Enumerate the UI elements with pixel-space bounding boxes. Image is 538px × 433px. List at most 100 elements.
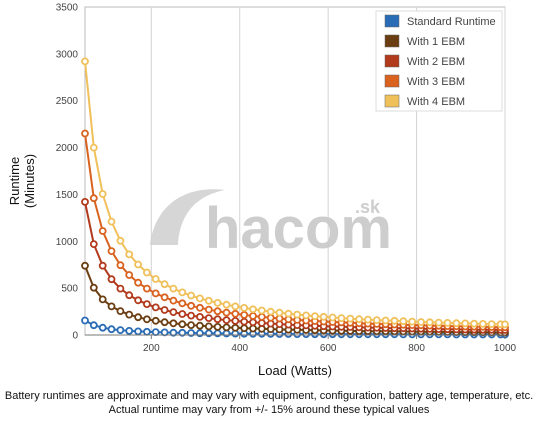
data-point (363, 315, 372, 324)
legend-label: With 2 EBM (407, 56, 465, 68)
y-tick-label: 1000 (56, 237, 79, 248)
series-5 (81, 57, 509, 329)
data-point (134, 313, 143, 322)
data-point (178, 328, 187, 337)
legend-swatch (384, 94, 400, 108)
data-point (266, 307, 275, 316)
y-tick-label: 1500 (56, 190, 79, 201)
data-point (443, 318, 452, 327)
data-point (125, 291, 134, 300)
data-point (116, 261, 125, 270)
data-point (116, 326, 125, 335)
x-tick-label: 1000 (494, 343, 517, 354)
series-lines (81, 57, 509, 339)
legend-swatch (384, 34, 400, 48)
data-point (452, 319, 461, 328)
axes (85, 334, 506, 339)
data-point (501, 320, 509, 329)
y-axis-title: Runtime (Minutes) (7, 154, 37, 208)
data-point (142, 315, 151, 324)
data-point (169, 284, 178, 293)
data-point (187, 321, 196, 330)
watermark-suffix: .sk (355, 197, 381, 217)
data-point (125, 271, 134, 279)
y-tick-label: 0 (72, 331, 78, 342)
data-point (302, 311, 311, 320)
data-point (195, 312, 204, 321)
data-point (151, 316, 160, 325)
footnote-line-1: Battery runtimes are approximate and may… (4, 390, 534, 402)
x-tick-label: 200 (143, 343, 160, 354)
y-tick-label: 3500 (56, 3, 79, 14)
data-point (134, 296, 143, 305)
data-point (134, 260, 143, 269)
data-point (461, 319, 470, 328)
data-point (257, 319, 266, 327)
legend-label: With 3 EBM (407, 76, 465, 88)
x-axis-title: Load (Watts) (258, 363, 332, 378)
data-point (178, 320, 187, 329)
data-point (240, 324, 249, 333)
y-tick-label: 2000 (56, 143, 79, 154)
data-point (213, 315, 222, 324)
data-point (98, 323, 107, 332)
data-point (257, 306, 266, 315)
legend-label: With 1 EBM (407, 36, 465, 48)
y-axis-title-line1: Runtime (7, 157, 22, 205)
data-point (487, 320, 496, 329)
y-tick-label: 500 (61, 284, 78, 295)
tick-labels: 200 400 600 800 1000 0 500 1000 1500 2000 2500 3000… (56, 3, 517, 355)
data-point (187, 291, 196, 300)
data-point (142, 300, 151, 309)
legend-swatch (384, 74, 400, 88)
data-point (372, 316, 381, 325)
data-point (213, 307, 222, 316)
data-point (169, 319, 178, 328)
data-point (151, 303, 160, 312)
data-point (89, 283, 98, 292)
runtime-chart: hacom .sk 200 400 600 800 100005001000150020… (7, 3, 517, 379)
data-point (249, 318, 257, 327)
data-point (187, 301, 196, 310)
data-point (346, 314, 355, 323)
data-point (142, 327, 151, 336)
data-point (125, 310, 134, 319)
y-tick-label: 3000 (56, 49, 79, 60)
data-point (310, 312, 319, 321)
data-point (151, 289, 160, 298)
data-point (169, 296, 178, 305)
data-point (222, 329, 231, 338)
data-point (160, 318, 169, 327)
data-point (169, 328, 178, 337)
data-point (178, 288, 187, 297)
data-point (249, 324, 257, 333)
footnote-line-2: Actual runtime may vary from +/- 15% aro… (108, 404, 430, 416)
data-point (195, 303, 204, 312)
data-point (125, 326, 134, 335)
grid-lines (150, 7, 506, 335)
data-point (98, 295, 107, 304)
data-point (134, 327, 143, 336)
data-point (213, 298, 222, 307)
data-point (89, 194, 98, 203)
y-tick-label: 2500 (56, 96, 79, 107)
data-point (222, 323, 231, 332)
data-point (240, 310, 249, 319)
data-point (142, 284, 151, 293)
data-point (204, 314, 213, 323)
data-point (116, 284, 125, 293)
x-tick-label: 800 (408, 343, 425, 354)
data-point (107, 325, 116, 334)
data-point (249, 312, 257, 320)
data-point (134, 278, 143, 287)
data-point (81, 316, 89, 325)
data-point (107, 302, 116, 311)
data-point (222, 316, 231, 325)
data-point (125, 250, 134, 259)
x-tick-label: 600 (320, 343, 337, 354)
legend: Standard Runtime With 1 EBM With 2 EBM With… (375, 10, 503, 112)
data-point (240, 317, 249, 326)
data-point (195, 321, 204, 330)
data-point (81, 197, 89, 206)
data-point (425, 318, 434, 327)
